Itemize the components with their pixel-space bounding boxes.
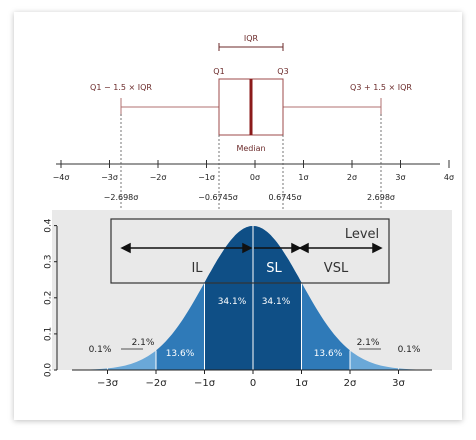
level-title: Level: [345, 227, 379, 242]
sigma-axis-tick-label: −2σ: [150, 173, 167, 182]
percent-label: 0.1%: [398, 345, 421, 355]
quantile-label-06745: 0.6745σ: [268, 193, 301, 202]
q3-label: Q3: [277, 67, 288, 76]
percent-label: 2.1%: [132, 338, 155, 348]
density-chart: Level IL SL VSL 0.1% 2.1% 13.6% 34.1% 34.1% 1…: [44, 210, 452, 389]
y-axis-tick-label: 0.1: [44, 327, 54, 341]
quantile-label-neg-06745: −0.6745σ: [198, 193, 238, 202]
sigma-axis-tick-label: 1σ: [298, 173, 308, 182]
boxplot: IQR Q1 Q3 Median Q1 − 1.5 × IQR Q3 + 1.5…: [90, 34, 412, 153]
iqr-label: IQR: [244, 34, 259, 43]
sigma-axis-tick-label: −3σ: [101, 173, 118, 182]
y-axis-tick-label: 0.3: [44, 255, 54, 269]
vsl-label: VSL: [324, 261, 349, 276]
percent-label: 34.1%: [218, 297, 247, 307]
level-arrows: [120, 242, 383, 254]
sl-arrow-head: [291, 242, 302, 254]
y-axis-tick-label: 0.4: [44, 218, 54, 233]
y-axis-tick-label: 0.2: [44, 291, 54, 305]
sigma-axis-tick-label: 3σ: [395, 173, 405, 182]
x-axis-tick-label: −1σ: [194, 378, 216, 389]
sigma-axis: −4σ −3σ −2σ −1σ 0σ 1σ 2σ 3σ 4σ −2.698σ −0.6745σ …: [53, 160, 454, 202]
x-axis-tick-label: 0: [250, 378, 256, 389]
sigma-axis-tick-label: −4σ: [53, 173, 70, 182]
sigma-axis-tick-label: 2σ: [347, 173, 357, 182]
quantile-label-2698: 2.698σ: [367, 193, 395, 202]
right-whisker-label: Q3 + 1.5 × IQR: [350, 83, 412, 92]
y-axis-tick-label: 0.0: [44, 363, 54, 378]
sigma-axis-tick-label: 4σ: [444, 173, 454, 182]
median-label: Median: [236, 144, 265, 153]
x-axis-tick-label: −3σ: [97, 378, 119, 389]
x-axis-tick-label: −2σ: [145, 378, 167, 389]
il-arrow-left-head: [120, 242, 131, 254]
x-axis-tick-label: 1σ: [295, 378, 308, 389]
sigma-axis-tick-label: −1σ: [198, 173, 215, 182]
percent-label: 2.1%: [357, 338, 380, 348]
sl-label: SL: [266, 261, 282, 276]
left-whisker-label: Q1 − 1.5 × IQR: [90, 83, 152, 92]
percent-label: 34.1%: [262, 297, 291, 307]
vsl-arrow-right-head: [372, 242, 383, 254]
il-arrow-right-head: [242, 242, 253, 254]
percent-label: 0.1%: [89, 345, 112, 355]
sigma-axis-tick-label: 0σ: [250, 173, 260, 182]
vsl-arrow-left-head: [298, 242, 309, 254]
il-label: IL: [191, 261, 203, 276]
level-box: [110, 218, 390, 284]
x-axis-tick-label: 2σ: [344, 378, 357, 389]
percent-label: 13.6%: [166, 349, 195, 359]
quantile-label-neg-2698: −2.698σ: [104, 193, 139, 202]
q1-label: Q1: [213, 67, 224, 76]
x-axis-tick-label: 3σ: [392, 378, 405, 389]
percent-label: 13.6%: [314, 349, 343, 359]
